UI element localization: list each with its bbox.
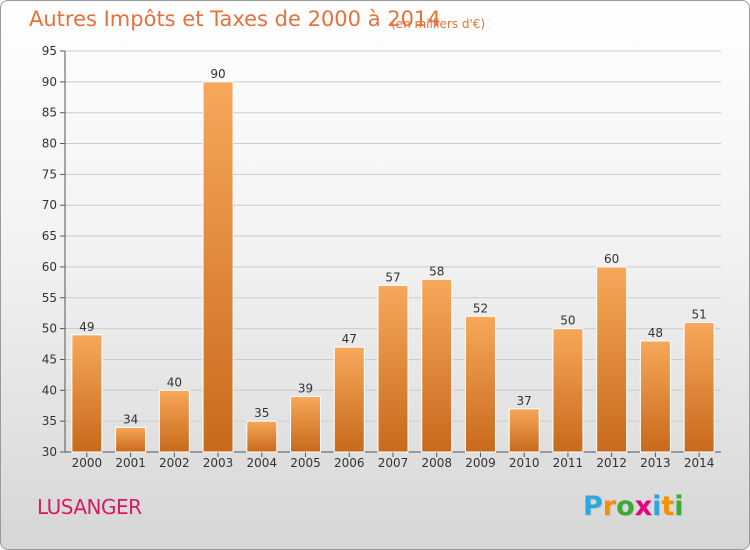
y-tick-label: 65 (42, 229, 57, 243)
y-tick-label: 40 (42, 383, 57, 397)
location-name: LUSANGER (37, 495, 142, 519)
y-tick-label: 75 (42, 167, 57, 181)
data-label-2013: 48 (648, 326, 663, 340)
bar-2000 (71, 334, 103, 453)
x-tick-label-2003: 2003 (203, 456, 234, 470)
logo-letter: P (583, 491, 603, 522)
data-label-2003: 90 (210, 67, 225, 81)
data-label-2004: 35 (254, 406, 269, 420)
data-label-2010: 37 (517, 394, 532, 408)
data-label-2009: 52 (473, 301, 488, 315)
logo-letter: i (674, 491, 684, 522)
data-label-2006: 47 (342, 332, 357, 346)
bar-2005 (290, 395, 322, 453)
data-label-2007: 57 (385, 270, 400, 284)
data-label-2008: 58 (429, 264, 444, 278)
y-tick-label: 55 (42, 291, 57, 305)
bars (71, 81, 715, 453)
y-tick-label: 95 (42, 44, 57, 58)
x-tick-label-2000: 2000 (72, 456, 103, 470)
x-tick-label-2014: 2014 (684, 456, 715, 470)
bar-2002 (158, 389, 190, 453)
chart-title: Autres Impôts et Taxes de 2000 à 2014 (29, 7, 441, 31)
chart-subtitle: (en milliers d'€) (391, 17, 486, 31)
x-tick-label-2013: 2013 (640, 456, 671, 470)
bar-2008 (421, 278, 453, 453)
y-tick-label: 70 (42, 198, 57, 212)
data-labels: 49 34 40 90 35 39 47 57 58 52 37 50 60 48 51 (79, 67, 707, 426)
bar-2013 (639, 340, 671, 453)
bar-2014 (683, 321, 715, 453)
data-label-2014: 51 (691, 307, 706, 321)
data-label-2005: 39 (298, 381, 313, 395)
bar-2009 (464, 315, 496, 453)
x-tick-label-2002: 2002 (159, 456, 190, 470)
x-tick-label-2007: 2007 (378, 456, 409, 470)
x-tick-label-2010: 2010 (509, 456, 540, 470)
bar-2011 (552, 328, 584, 453)
bar-2006 (333, 346, 365, 453)
logo-letter: t (661, 491, 675, 522)
bar-2001 (115, 426, 147, 453)
bar-2010 (508, 408, 540, 453)
data-label-2000: 49 (79, 320, 94, 334)
data-label-2002: 40 (167, 375, 182, 389)
logo-letter: i (652, 491, 662, 522)
bar-2007 (377, 284, 409, 453)
y-tick-label: 50 (42, 322, 57, 336)
y-tick-labels: 30 35 40 45 50 55 60 65 70 75 80 85 90 95 (42, 44, 57, 459)
x-tick-label-2011: 2011 (553, 456, 584, 470)
logo-letter: x (634, 491, 653, 522)
y-tick-label: 45 (42, 352, 57, 366)
data-label-2011: 50 (560, 314, 575, 328)
logo-letter: r (602, 491, 617, 522)
y-tick-label: 35 (42, 414, 57, 428)
data-label-2001: 34 (123, 412, 138, 426)
x-tick-label-2004: 2004 (247, 456, 278, 470)
bar-2004 (246, 420, 278, 453)
logo-letter: o (616, 491, 635, 522)
x-tick-label-2008: 2008 (421, 456, 452, 470)
y-tick-label: 90 (42, 75, 57, 89)
x-tick-labels: 2000 2001 2002 2003 2004 2005 2006 2007 2008 2009… (72, 456, 715, 470)
x-tick-label-2005: 2005 (290, 456, 321, 470)
y-tick-label: 80 (42, 137, 57, 151)
x-tick-label-2001: 2001 (115, 456, 146, 470)
y-tick-label: 30 (42, 445, 57, 459)
x-tick-label-2006: 2006 (334, 456, 365, 470)
data-label-2012: 60 (604, 252, 619, 266)
y-tick-label: 60 (42, 260, 57, 274)
y-tick-label: 85 (42, 106, 57, 120)
proxiti-logo: Proxiti (583, 491, 684, 522)
x-tick-label-2009: 2009 (465, 456, 496, 470)
x-tick-label-2012: 2012 (596, 456, 627, 470)
bar-2012 (596, 266, 628, 453)
bar-2003 (202, 81, 234, 453)
